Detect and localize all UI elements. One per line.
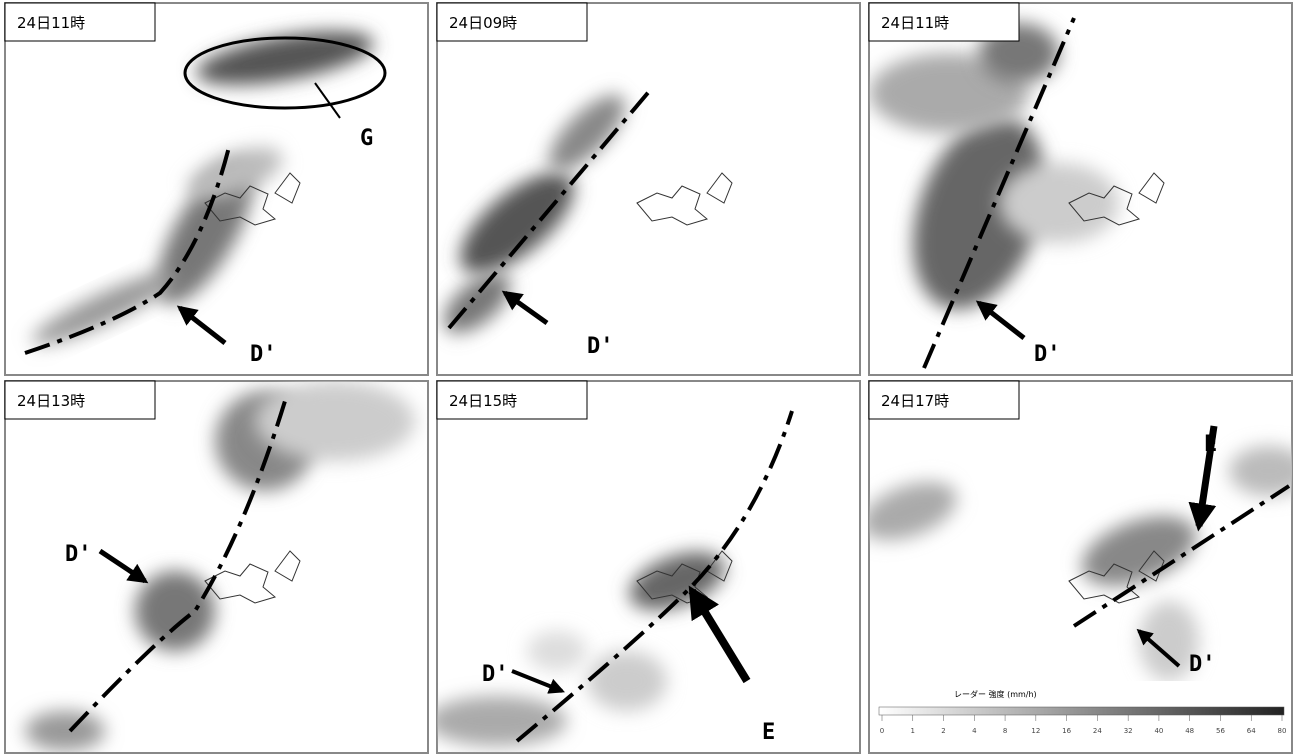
radar-echo	[587, 651, 667, 711]
time-label: 24日17時	[881, 392, 949, 410]
legend-tick-label: 2	[941, 727, 945, 735]
radar-echo	[135, 571, 215, 651]
legend-tick-label: 56	[1216, 727, 1225, 735]
radar-panel: D' 24日13時	[5, 381, 428, 753]
legend-title: レーダー 強度 (mm/h)	[954, 689, 1037, 699]
time-label: 24日15時	[449, 392, 517, 410]
legend-bg	[874, 681, 1289, 751]
legend-tick-label: 4	[972, 727, 977, 735]
radar-echo	[427, 696, 567, 746]
legend-tick-label: 48	[1185, 727, 1194, 735]
radar-echo	[999, 163, 1119, 243]
radar-echo	[25, 711, 105, 751]
feature-label: E	[762, 720, 775, 745]
feature-label: E	[1204, 432, 1217, 457]
legend-bar	[879, 707, 1284, 715]
time-label: 24日09時	[449, 14, 517, 32]
figure: G D' 24日11時 D' 24日09時 D' 24日11時 D' 24日13時 D' E 24日1…	[0, 0, 1295, 756]
legend-tick-label: 64	[1247, 727, 1256, 735]
feature-label: D'	[1189, 652, 1216, 677]
legend-tick-label: 80	[1278, 727, 1287, 735]
legend-tick-label: 1	[911, 727, 915, 735]
radar-panel: G D' 24日11時	[5, 3, 428, 375]
legend-tick-label: 32	[1124, 727, 1133, 735]
feature-label: G	[360, 126, 373, 151]
legend-tick-label: 8	[1003, 727, 1007, 735]
radar-panel: D' E 24日15時	[427, 381, 860, 753]
legend-tick-label: 24	[1093, 727, 1102, 735]
legend-tick-label: 12	[1031, 727, 1040, 735]
radar-echo	[527, 631, 587, 671]
radar-panel: D' 24日11時	[869, 3, 1292, 375]
radar-panel: D' 24日09時	[434, 3, 860, 375]
time-label: 24日11時	[17, 14, 85, 32]
feature-label: D'	[65, 542, 92, 567]
feature-label: D'	[250, 342, 277, 367]
feature-label: D'	[482, 662, 509, 687]
legend-tick-label: 0	[880, 727, 884, 735]
feature-label: D'	[1034, 342, 1061, 367]
page: {"panels":[ {"time":"24日11時","labels":["…	[0, 0, 1295, 756]
legend-tick-label: 40	[1154, 727, 1163, 735]
time-label: 24日11時	[881, 14, 949, 32]
time-label: 24日13時	[17, 392, 85, 410]
legend-tick-label: 16	[1062, 727, 1071, 735]
panel-frame	[437, 3, 860, 375]
feature-label: D'	[587, 334, 614, 359]
